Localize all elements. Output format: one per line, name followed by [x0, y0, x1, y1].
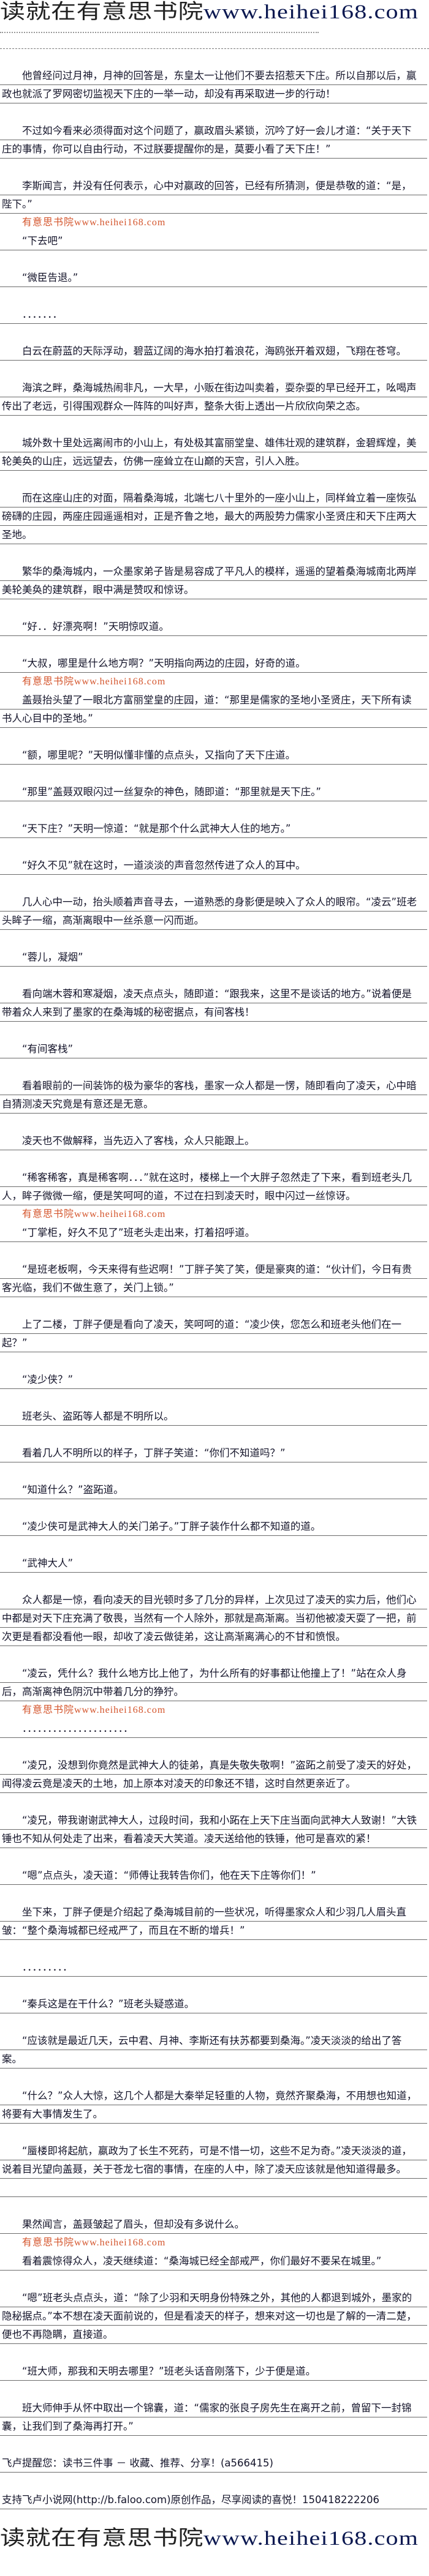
- paragraph: “凌兄，带我谢谢武神大人，过段时间，我和小跖在上天下庄当面向武神大人致谢！”大铁…: [0, 1811, 427, 1848]
- paragraph: “凌云，凭什么？我什么地方比上他了，为什么所有的好事都让他撞上了！”站在众人身后…: [0, 1664, 427, 1701]
- paragraph: [0, 2179, 427, 2197]
- paragraph: “凌少侠？”: [0, 1371, 427, 1389]
- watermark: 有意思书院www.heihei168.com: [22, 1705, 166, 1715]
- paragraph: “蓉儿，凝烟”: [0, 948, 427, 967]
- paragraph: “武神大人”: [0, 1554, 427, 1573]
- paragraph: 海滨之畔，桑海城热闹非凡，一大早，小贩在街边叫卖着，耍杂耍的早已经开工，吆喝声传…: [0, 379, 427, 416]
- watermark: 有意思书院www.heihei168.com: [22, 1209, 166, 1219]
- paragraph: “嗯”点点头，凌天道：“师傅让我转告你们，他在天下庄等你们！”: [0, 1866, 427, 1885]
- chapter-content: 他曾经问过月神，月神的回答是，东皇太一让他们不要去招惹天下庄。所以自那以后，嬴政…: [0, 67, 429, 2555]
- paragraph: “好．．好漂亮啊！”天明惊叹道。: [0, 618, 427, 636]
- paragraph: 城外数十里处远离闹市的小山上，有处极其富丽堂皇、雄伟壮观的建筑群，金碧辉煌，美轮…: [0, 434, 427, 471]
- paragraph: 而在这座山庄的对面，隔着桑海城，北端七八十里外的一座小山上，同样耸立着一座恢弘磅…: [0, 489, 427, 544]
- paragraph: “什么？”众人大惊，这几个人都是大秦举足轻重的人物，竟然齐聚桑海，不用想也知道，…: [0, 2087, 427, 2124]
- noise-row-divider: [0, 32, 319, 36]
- paragraph: “微臣告退。”: [0, 269, 427, 287]
- paragraph: 众人都是一惊，看向凌天的目光顿时多了几分的异样，上次见过了凌天的实力后，他们心中…: [0, 1591, 427, 1646]
- paragraph: 班大师伸手从怀中取出一个锦囊，道：“儒家的张良子房先生在离开之前，曾留下一封锦囊…: [0, 2399, 427, 2436]
- paragraph: “凌少侠可是武神大人的关门弟子。”丁胖子装作什么都不知道的道。: [0, 1518, 427, 1536]
- watermark: 有意思书院www.heihei168.com: [22, 217, 166, 228]
- paragraph: “应该就是最近几天，云中君、月神、李斯还有扶苏都要到桑海。”凌天淡淡的给出了答案…: [0, 2032, 427, 2069]
- paragraph: “好久不见”就在这时，一道淡淡的声音忽然传进了众人的耳中。: [0, 856, 427, 875]
- paragraph: 李斯闻言，并没有任何表示，心中对嬴政的回答，已经有所猜测，便是恭敬的道：“是，陛…: [0, 177, 427, 214]
- watermark: 有意思书院www.heihei168.com: [22, 2237, 166, 2248]
- support-notice: 支持飞卢小说网(http://b.faloo.com)原创作品，尽享阅读的喜悦！…: [0, 2491, 427, 2509]
- paragraph: “知道什么？”盗跖道。: [0, 1481, 427, 1499]
- paragraph: 几人心中一动，抬头顺着声音寻去，一道熟悉的身影便是映入了众人的眼帘。“凌云”班老…: [0, 893, 427, 930]
- paragraph: “丁掌柜，好久不见了”班老头走出来，打着招呼道。: [0, 1224, 427, 1242]
- site-title-url: www.heihei168.com: [203, 2526, 419, 2550]
- paragraph: “稀客稀客，真是稀客啊．．．”就在这时，楼梯上一个大胖子忽然走了下来，看到班老头…: [0, 1169, 427, 1205]
- paragraph: 盖聂抬头望了一眼北方富丽堂皇的庄园，道：“那里是儒家的圣地小圣贤庄，天下所有读书…: [0, 691, 427, 728]
- paragraph: 看着震惊得众人，凌天继续道：“桑海城已经全部戒严，你们最好不要呆在城里。”: [0, 2252, 427, 2271]
- paragraph: 班老头、盗跖等人都是不明所以。: [0, 1407, 427, 1426]
- paragraph: ．．．．．．．．．．．．．．．．．．．．．: [0, 1720, 427, 1738]
- dashed-divider: [0, 48, 429, 49]
- paragraph: “天下庄？”天明一惊道：“就是那个什么武神大人住的地方。”: [0, 820, 427, 838]
- site-title-banner-footer: 读就在有意思书院www.heihei168.com: [0, 2528, 429, 2548]
- site-title-cn: 读就在有意思书院: [0, 0, 203, 24]
- paragraph: “是班老板啊，今天来得有些迟啊！”丁胖子笑了笑，便是豪爽的道：“伙计们，今日有贵…: [0, 1260, 427, 1297]
- paragraph: “蜃楼即将起航，嬴政为了长生不死药，可是不惜一切，这些不足为奇。”凌天淡淡的道，…: [0, 2142, 427, 2179]
- paragraph: “有间客栈”: [0, 1040, 427, 1058]
- paragraph: 上了二楼，丁胖子便是看向了凌天，笑呵呵的道：“凌少侠，您怎么和班老头他们在一起？…: [0, 1316, 427, 1352]
- paragraph: 看向端木蓉和寒凝烟，凌天点点头，随即道：“跟我来，这里不是谈话的地方。”说着便是…: [0, 985, 427, 1022]
- paragraph: 坐下来，丁胖子便是介绍起了桑海城目前的一些状况，听得墨家众人和少羽几人眉头直皱：…: [0, 1903, 427, 1940]
- paragraph: “大叔，哪里是什么地方啊？”天明指向两边的庄园，好奇的道。: [0, 654, 427, 673]
- paragraph: “秦兵这是在干什么？”班老头疑惑道。: [0, 1995, 427, 2013]
- paragraph: 白云在蔚蓝的天际浮动，碧蓝辽阔的海水拍打着浪花，海鸥张开着双翅，飞翔在苍穹。: [0, 342, 427, 361]
- paragraph: ．．．．．．．．．: [0, 1958, 427, 1977]
- paragraph: “下去吧”: [0, 232, 427, 250]
- paragraph: “班大师，那我和天明去哪里？”班老头话音刚落下，少于便是道。: [0, 2362, 427, 2381]
- paragraph: 果然闻言，盖聂皱起了眉头，但却没有多说什么。: [0, 2215, 427, 2234]
- paragraph: “嗯”班老头点点头，道：“除了少羽和天明身份特殊之外，其他的人都退到城外，墨家的…: [0, 2289, 427, 2344]
- site-title-url: www.heihei168.com: [203, 0, 419, 23]
- paragraph: “额，哪里呢？”天明似懂非懂的点点头，又指向了天下庄道。: [0, 746, 427, 765]
- paragraph: “凌兄，没想到你竟然是武神大人的徒弟，真是失敬失敬啊！”盗跖之前受了凌天的好处，…: [0, 1756, 427, 1793]
- site-title-cn: 读就在有意思书院: [0, 2525, 203, 2550]
- paragraph: “那里”盖聂双眼闪过一丝复杂的神色，随即道：“那里就是天下庄。”: [0, 783, 427, 801]
- paragraph: 不过如今看来必须得面对这个问题了，嬴政眉头紧锁，沉吟了好一会儿才道：“关于天下庄…: [0, 122, 427, 159]
- site-title-banner: 读就在有意思书院www.heihei168.com: [0, 1, 429, 22]
- watermark: 有意思书院www.heihei168.com: [22, 676, 166, 687]
- paragraph: 繁华的桑海城内，一众墨家弟子皆是易容成了平凡人的模样，遥遥的望着桑海城南北两岸美…: [0, 563, 427, 599]
- paragraph: ．．．．．．．: [0, 305, 427, 324]
- paragraph: 他曾经问过月神，月神的回答是，东皇太一让他们不要去招惹天下庄。所以自那以后，嬴政…: [0, 67, 427, 103]
- paragraph: 凌天也不做解释，当先迈入了客栈，众人只能跟上。: [0, 1132, 427, 1150]
- paragraph: 看着眼前的一间装饰的极为豪华的客栈，墨家一众人都是一愣，随即看向了凌天，心中暗自…: [0, 1077, 427, 1114]
- paragraph: 看着几人不明所以的样子，丁胖子笑道：“你们不知道吗？”: [0, 1444, 427, 1462]
- reading-reminder: 飞卢提醒您：读书三件事 － 收藏、推荐、分享！(a566415): [0, 2454, 427, 2473]
